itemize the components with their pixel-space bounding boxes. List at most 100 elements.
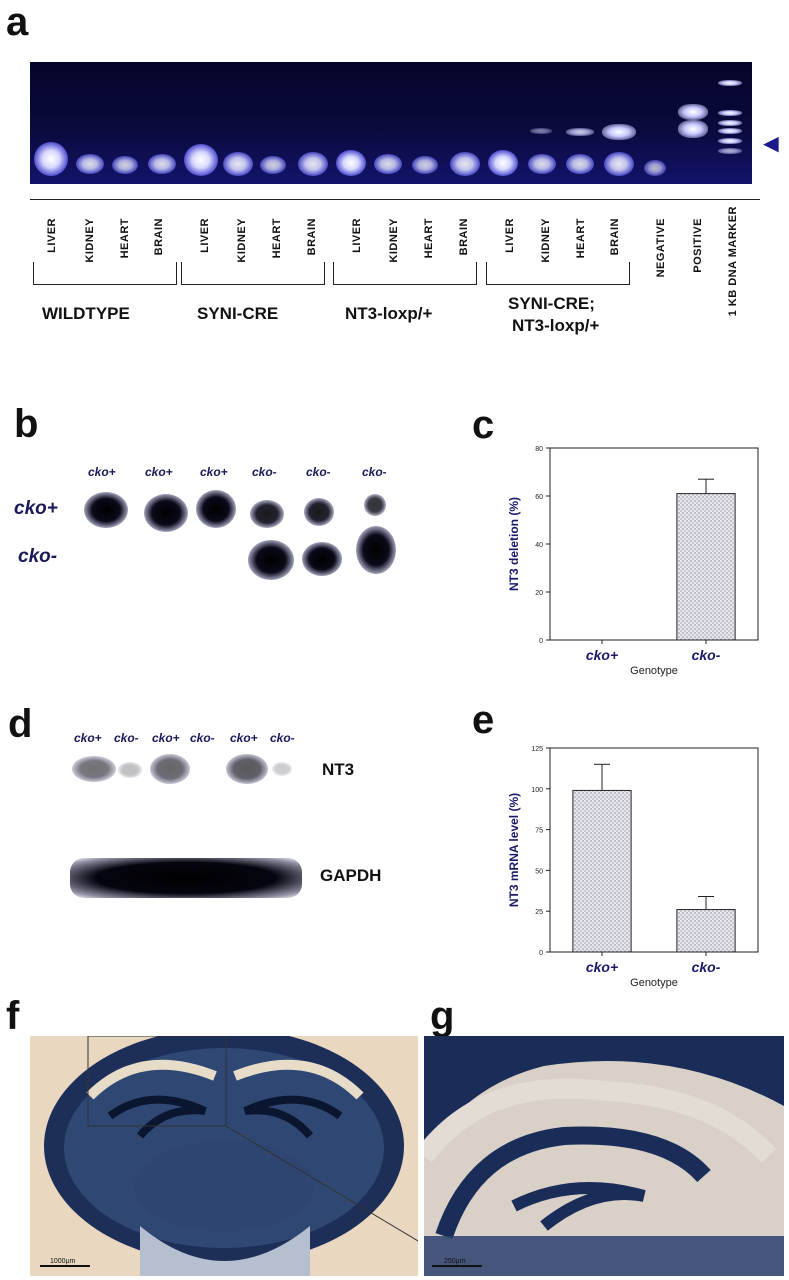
blot-column-label: cko+ <box>88 465 116 479</box>
blot-column-label: cko+ <box>74 731 102 745</box>
lane-label: LIVER <box>504 218 516 253</box>
gel-primer-spot <box>298 152 328 176</box>
lane-label: POSITIVE <box>692 218 704 273</box>
blot-row-label: GAPDH <box>320 866 382 885</box>
gel-primer-spot <box>336 150 366 176</box>
x-tick-label: cko- <box>692 647 721 663</box>
scale-bar-label: 1000μm <box>50 1258 76 1265</box>
group-label: NT3-loxp/+ <box>512 316 600 335</box>
gel-primer-spot <box>528 154 556 174</box>
lane-label: KIDNEY <box>84 218 96 263</box>
blot-column-label: cko+ <box>152 731 180 745</box>
lane-label: BRAIN <box>609 218 621 256</box>
blot-column-label: cko+ <box>200 465 228 479</box>
southern-band <box>364 494 386 516</box>
bar <box>676 909 736 953</box>
gel-primer-spot <box>76 154 104 174</box>
y-axis-label: NT3 mRNA level (%) <box>507 793 521 907</box>
lane-label: HEART <box>119 218 131 259</box>
panel-label-a: a <box>6 0 29 44</box>
y-tick-label: 100 <box>531 787 543 794</box>
agarose-gel <box>30 62 752 184</box>
lane-label: LIVER <box>199 218 211 253</box>
blot-row-label: cko- <box>18 546 58 567</box>
x-axis-label: Genotype <box>630 665 678 677</box>
blot-column-label: cko- <box>362 465 387 479</box>
lane-label: KIDNEY <box>236 218 248 263</box>
y-tick-label: 125 <box>531 746 543 753</box>
lane-label: KIDNEY <box>540 218 552 263</box>
y-tick-label: 80 <box>535 446 543 453</box>
gel-primer-spot <box>184 144 218 176</box>
x-tick-label: cko- <box>692 959 721 975</box>
band-arrow-icon: ◄ <box>758 128 784 158</box>
lane-label: HEART <box>423 218 435 259</box>
panel-label-d: d <box>8 702 33 746</box>
plot-frame <box>549 747 759 953</box>
group-label: NT3-loxp/+ <box>345 304 433 323</box>
gel-primer-spot <box>412 156 438 174</box>
gel-band <box>530 128 552 134</box>
y-tick-label: 40 <box>535 542 543 549</box>
southern-band <box>356 526 396 574</box>
gel-primer-spot <box>260 156 286 174</box>
lane-label: BRAIN <box>306 218 318 256</box>
southern-band <box>196 490 236 528</box>
southern-band <box>144 494 188 532</box>
gel-band <box>678 104 708 120</box>
gel-band <box>602 124 636 140</box>
y-tick-label: 50 <box>535 868 543 875</box>
y-tick-label: 75 <box>535 828 543 835</box>
southern-band <box>250 500 284 528</box>
gel-primer-spot <box>604 152 634 176</box>
y-tick-label: 60 <box>535 494 543 501</box>
panel-label-f: f <box>6 994 20 1038</box>
gel-primer-spot <box>644 160 666 176</box>
blot-column-label: cko+ <box>145 465 173 479</box>
y-tick-label: 25 <box>535 909 543 916</box>
blot-row-label: NT3 <box>322 760 355 779</box>
blot-column-label: cko- <box>306 465 331 479</box>
lane-label: BRAIN <box>153 218 165 256</box>
southern-band <box>84 492 128 528</box>
blot-column-label: cko- <box>114 731 139 745</box>
lane-label: 1 KB DNA MARKER <box>727 206 739 317</box>
gel-marker-band <box>718 128 742 134</box>
gel-marker-band <box>718 138 742 144</box>
gel-primer-spot <box>450 152 480 176</box>
x-tick-label: cko+ <box>586 647 618 663</box>
group-label: SYNI-CRE <box>197 304 279 323</box>
lane-label: NEGATIVE <box>655 218 667 278</box>
group-bracket <box>181 262 325 285</box>
gel-band <box>566 128 594 136</box>
southern-band <box>248 540 294 580</box>
chart-nt3-deletion: 0 20 40 60 80 cko+ cko- Genotype NT3 deletion (%… <box>507 446 759 677</box>
chart-nt3-mrna: 0 25 50 75 100 125 cko+ cko- Genotype NT3 mRNA le… <box>507 746 759 989</box>
blot-row-label: cko+ <box>14 498 58 519</box>
northern-band <box>150 754 190 784</box>
x-axis-label: Genotype <box>630 977 678 989</box>
northern-band <box>226 754 268 784</box>
gel-divider <box>30 199 760 200</box>
blot-column-label: cko- <box>190 731 215 745</box>
gel-primer-spot <box>223 152 253 176</box>
gel-primer-spot <box>112 156 138 174</box>
northern-band <box>272 762 292 776</box>
hippocampus-section <box>424 1036 784 1276</box>
group-label: SYNI-CRE; <box>508 294 595 313</box>
panel-label-b: b <box>14 402 39 446</box>
southern-band <box>302 542 342 576</box>
y-tick-label: 0 <box>539 638 543 645</box>
lane-label: LIVER <box>46 218 58 253</box>
lane-label: HEART <box>575 218 587 259</box>
lane-label: KIDNEY <box>388 218 400 263</box>
bar <box>676 493 736 641</box>
gel-marker-band <box>718 80 742 86</box>
blot-column-label: cko- <box>252 465 277 479</box>
southern-band <box>304 498 334 526</box>
blot-column-label: cko+ <box>230 731 258 745</box>
gapdh-band <box>70 858 302 898</box>
gel-marker-band <box>718 110 742 116</box>
gel-primer-spot <box>34 142 68 176</box>
brain-section-photo: 1000μm <box>30 1036 418 1276</box>
